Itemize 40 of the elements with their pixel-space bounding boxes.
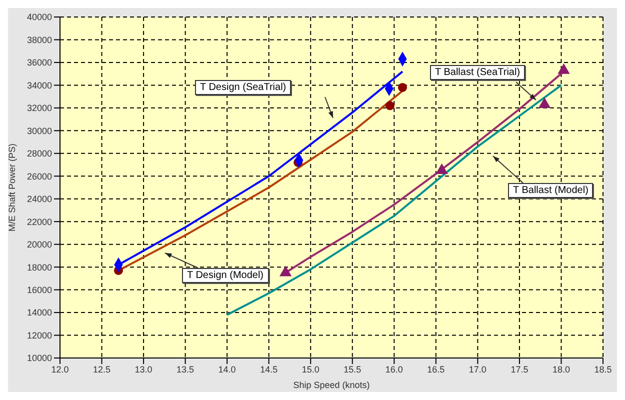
- y-tick-label: 40000: [26, 12, 52, 22]
- y-tick-label: 30000: [26, 126, 52, 136]
- x-tick-label: 17.0: [468, 364, 486, 374]
- point: [279, 266, 292, 276]
- point: [385, 101, 394, 110]
- y-tick-label: 32000: [26, 103, 52, 114]
- annotation: T Design (Model): [182, 268, 269, 283]
- x-tick-label: 18.0: [552, 364, 570, 374]
- point: [538, 98, 551, 108]
- y-tick-label: 36000: [26, 58, 52, 68]
- annotation: T Ballast (Model): [508, 183, 594, 198]
- y-axis-title: M/E Shaft Power (PS): [7, 143, 18, 232]
- y-tick-label: 22000: [26, 216, 52, 227]
- x-tick-label: 12.5: [93, 364, 111, 374]
- y-tick-label: 38000: [26, 34, 52, 45]
- x-tick-label: 15.0: [302, 364, 320, 374]
- y-tick-label: 12000: [26, 330, 52, 340]
- annotation: T Design (SeaTrial): [195, 80, 292, 95]
- y-tick-label: 14000: [26, 308, 52, 318]
- x-tick-label: 18.5: [594, 364, 612, 374]
- x-tick-label: 15.5: [344, 364, 362, 374]
- point: [398, 82, 408, 92]
- y-tick-label: 24000: [26, 194, 52, 204]
- y-tick-label: 10000: [26, 353, 52, 364]
- x-tick-label: 14.0: [218, 364, 236, 374]
- y-tick-label: 18000: [26, 262, 52, 272]
- x-tick-label: 17.5: [510, 364, 528, 374]
- y-tick-label: 34000: [26, 80, 52, 90]
- annotation: T Ballast (SeaTrial): [430, 65, 526, 80]
- y-tick-label: 26000: [26, 171, 52, 182]
- x-tick-label: 14.5: [260, 364, 278, 374]
- x-tick-label: 12.0: [51, 364, 69, 374]
- x-tick-label: 16.5: [427, 364, 445, 374]
- x-tick-label: 13.5: [176, 364, 194, 374]
- y-tick-label: 28000: [26, 148, 52, 159]
- x-tick-label: 13.0: [134, 364, 152, 374]
- y-tick-label: 20000: [26, 240, 52, 250]
- x-tick-label: 16.0: [385, 364, 403, 374]
- y-tick-label: 16000: [26, 284, 52, 295]
- x-axis-title: Ship Speed (knots): [293, 380, 370, 390]
